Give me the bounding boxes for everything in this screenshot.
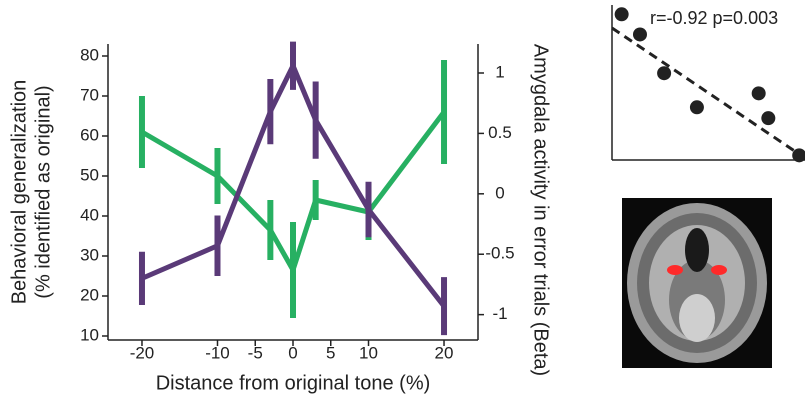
scatter-point — [633, 27, 647, 41]
x-tick-label: -10 — [205, 343, 230, 362]
x-axis-label: Distance from original tone (%) — [156, 372, 431, 394]
x-tick-label: -5 — [248, 343, 263, 362]
scatter-point — [752, 86, 766, 100]
y2-tick-label: 0 — [495, 183, 504, 202]
y-tick-label: 50 — [80, 165, 99, 184]
y2-tick-label: 0.5 — [488, 123, 512, 142]
x-tick-label: 0 — [288, 343, 297, 362]
y-tick-label: 30 — [80, 245, 99, 264]
annotation: r=-0.92 p=0.003 — [650, 8, 778, 28]
y-axis-label: Behavioral generalization — [8, 80, 30, 305]
y-tick-label: 70 — [80, 85, 99, 104]
y2-tick-label: -1 — [492, 304, 507, 323]
y2-axis-label: Amygdala activity in error trials (Beta) — [530, 44, 552, 376]
x-tick-label: 10 — [359, 343, 378, 362]
y-axis-label: (% identified as original) — [32, 85, 54, 298]
figure: 10 20 30 40 50 60 70 80 -1 -0.5 0 0.5 1 -20 -10 -5 0 5 10 2… — [0, 0, 805, 410]
y-tick-label: 10 — [80, 325, 99, 344]
page: {"chart_data": [ {"type": "line", "x_lab… — [0, 0, 805, 410]
y2-tick-label: 1 — [495, 62, 504, 81]
y2-tick-label: -0.5 — [485, 244, 514, 263]
x-tick-label: 20 — [435, 343, 454, 362]
scatter-point — [615, 7, 629, 21]
x-tick-label: -20 — [130, 343, 155, 362]
y-tick-label: 40 — [80, 205, 99, 224]
y-tick-label: 60 — [80, 125, 99, 144]
y-tick-label: 80 — [80, 45, 99, 64]
scatter-point — [657, 66, 671, 80]
x-tick-label: 5 — [326, 343, 335, 362]
scatter-point — [761, 111, 775, 125]
y-tick-label: 20 — [80, 285, 99, 304]
brain-image — [622, 198, 772, 368]
trend-line — [612, 28, 805, 158]
scatter-point — [690, 100, 704, 114]
